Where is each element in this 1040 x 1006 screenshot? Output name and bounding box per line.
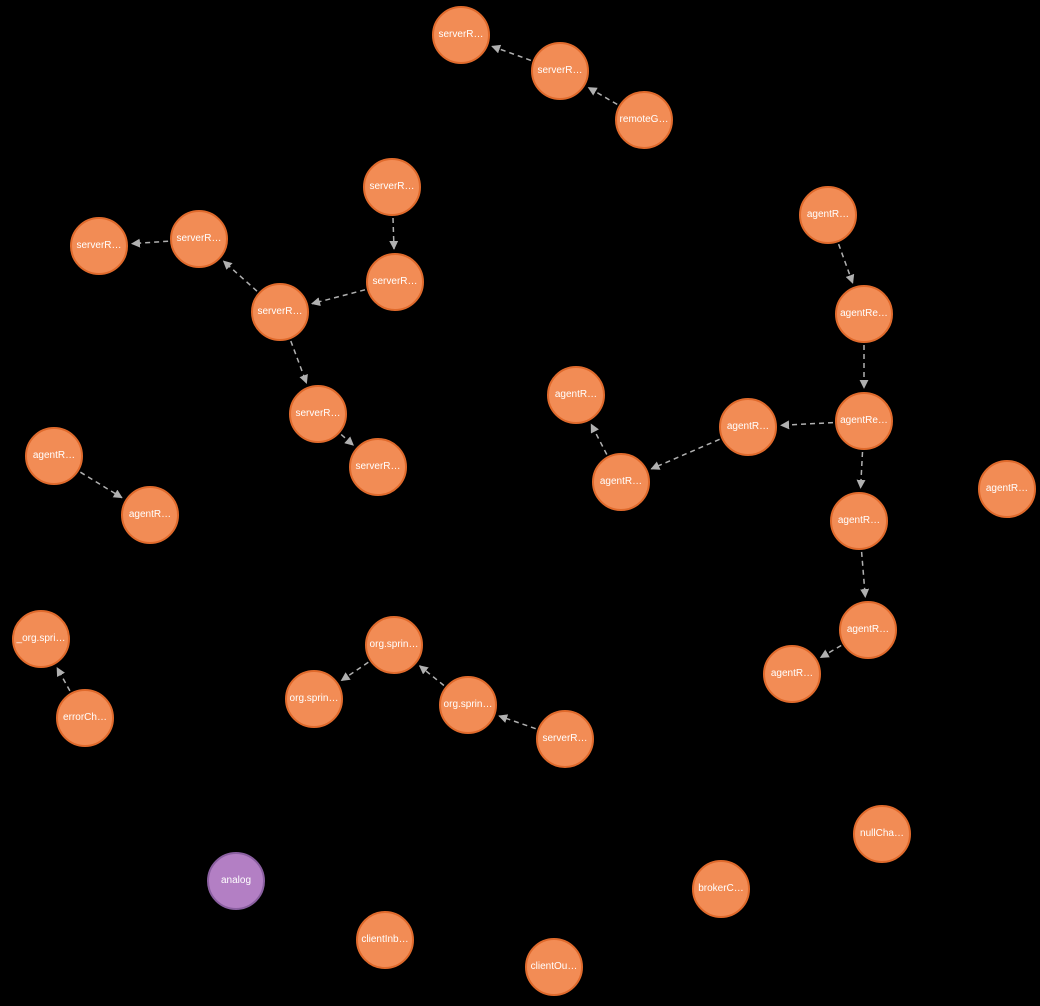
node-label: remoteG… <box>620 115 669 125</box>
edge <box>839 244 853 283</box>
node-label: agentRe… <box>840 309 888 319</box>
graph-node[interactable]: agentR… <box>547 366 605 424</box>
node-label: _org.spri… <box>17 634 66 644</box>
graph-node[interactable]: errorCh… <box>56 689 114 747</box>
graph-node[interactable]: agentR… <box>830 492 888 550</box>
node-label: clientOu… <box>531 962 578 972</box>
node-label: org.sprin… <box>370 640 419 650</box>
graph-node[interactable]: org.sprin… <box>285 670 343 728</box>
graph-node[interactable]: agentR… <box>799 186 857 244</box>
graph-node[interactable]: serverR… <box>432 6 490 64</box>
node-label: agentR… <box>838 516 880 526</box>
graph-node[interactable]: agentR… <box>978 460 1036 518</box>
edge <box>821 646 842 658</box>
edge <box>589 88 618 105</box>
graph-node[interactable]: serverR… <box>170 210 228 268</box>
edge <box>132 241 168 244</box>
node-label: serverR… <box>372 277 417 287</box>
graph-node[interactable]: serverR… <box>363 158 421 216</box>
graph-node[interactable]: org.sprin… <box>439 676 497 734</box>
edge <box>420 666 444 686</box>
graph-node[interactable]: clientOu… <box>525 938 583 996</box>
edge <box>591 424 607 454</box>
node-label: agentR… <box>727 422 769 432</box>
edge <box>651 439 719 469</box>
node-label: agentR… <box>986 484 1028 494</box>
graph-node[interactable]: agentRe… <box>835 392 893 450</box>
node-label: org.sprin… <box>290 694 339 704</box>
node-label: serverR… <box>542 734 587 744</box>
graph-node[interactable]: agentR… <box>763 645 821 703</box>
graph-node[interactable]: serverR… <box>289 385 347 443</box>
graph-node[interactable]: agentR… <box>25 427 83 485</box>
node-label: nullCha… <box>860 829 904 839</box>
node-label: serverR… <box>295 409 340 419</box>
edge <box>224 261 258 291</box>
graph-node[interactable]: agentR… <box>719 398 777 456</box>
graph-node[interactable]: org.sprin… <box>365 616 423 674</box>
node-label: serverR… <box>438 30 483 40</box>
graph-node[interactable]: serverR… <box>536 710 594 768</box>
graph-node[interactable]: agentRe… <box>835 285 893 343</box>
edge <box>492 46 531 60</box>
node-label: brokerC… <box>698 884 744 894</box>
edge <box>341 435 353 446</box>
node-label: agentR… <box>771 669 813 679</box>
node-label: serverR… <box>369 182 414 192</box>
graph-node[interactable]: serverR… <box>531 42 589 100</box>
node-label: agentR… <box>555 390 597 400</box>
edge <box>80 472 122 498</box>
graph-node[interactable]: serverR… <box>349 438 407 496</box>
node-label: analog <box>221 876 251 886</box>
node-label: agentR… <box>807 210 849 220</box>
node-label: agentR… <box>129 510 171 520</box>
edge <box>393 218 394 249</box>
node-label: serverR… <box>537 66 582 76</box>
node-label: clientInb… <box>361 935 408 945</box>
graph-node[interactable]: brokerC… <box>692 860 750 918</box>
node-label: agentR… <box>847 625 889 635</box>
edge <box>291 341 307 383</box>
node-label: agentR… <box>33 451 75 461</box>
node-label: serverR… <box>76 241 121 251</box>
graph-node[interactable]: _org.spri… <box>12 610 70 668</box>
graph-node[interactable]: agentR… <box>121 486 179 544</box>
edge <box>312 290 365 304</box>
node-label: agentR… <box>600 477 642 487</box>
graph-node[interactable]: clientInb… <box>356 911 414 969</box>
edge <box>861 452 863 488</box>
node-label: serverR… <box>176 234 221 244</box>
graph-node[interactable]: nullCha… <box>853 805 911 863</box>
node-label: serverR… <box>355 462 400 472</box>
graph-node[interactable]: serverR… <box>251 283 309 341</box>
edge <box>57 668 70 691</box>
graph-node[interactable]: agentR… <box>592 453 650 511</box>
graph-node[interactable]: serverR… <box>366 253 424 311</box>
graph-node[interactable]: remoteG… <box>615 91 673 149</box>
node-label: serverR… <box>257 307 302 317</box>
node-label: agentRe… <box>840 416 888 426</box>
edge <box>781 423 833 426</box>
graph-node[interactable]: analog <box>207 852 265 910</box>
network-diagram: serverR… serverR… remoteG… serverR… serverR…… <box>0 0 1040 1006</box>
node-label: errorCh… <box>63 713 107 723</box>
node-label: org.sprin… <box>444 700 493 710</box>
edge <box>862 552 866 597</box>
edge <box>341 662 368 680</box>
edge <box>499 716 536 729</box>
graph-node[interactable]: agentR… <box>839 601 897 659</box>
graph-node[interactable]: serverR… <box>70 217 128 275</box>
